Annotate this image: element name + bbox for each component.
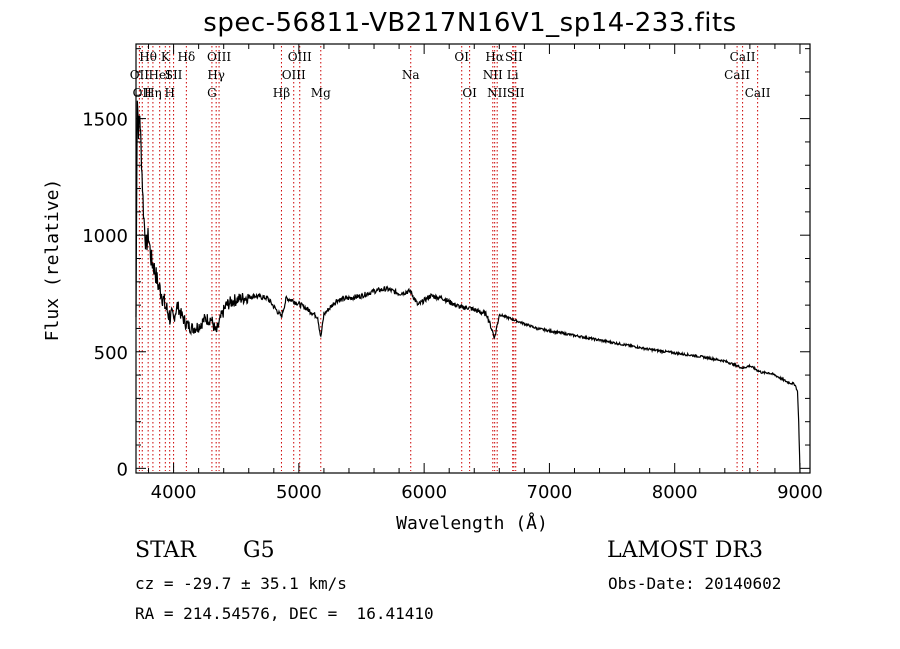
line-marker-label: Li [507,68,519,82]
line-marker-label: Mg [311,86,331,100]
observation-date: Obs-Date: 20140602 [608,574,782,593]
line-marker-label: OI [462,86,477,100]
x-axis-ticks: 4000 5000 6000 7000 8000 9000 [148,44,823,503]
spectrum-line [135,100,801,474]
line-marker-labels: OII OII Hθ Hη HeI K H SII Hδ G Hγ OIII Hβ OIII OIII Mg N… [130,50,771,100]
line-marker-label: Na [402,68,420,82]
line-marker-label: OI [454,50,469,64]
line-marker-label: OII [130,68,150,82]
line-marker-label: Hθ [139,50,157,64]
y-tick-label: 500 [94,343,128,364]
line-marker-label: Hη [144,86,162,100]
line-marker-label: Hβ [273,86,290,100]
redshift-velocity: cz = -29.7 ± 35.1 km/s [135,574,347,593]
x-tick-label: 9000 [777,482,823,503]
sky-coordinates: RA = 214.54576, DEC = 16.41410 [135,604,434,623]
x-axis-label: Wavelength (Å) [396,512,548,534]
survey-name: LAMOST DR3 [607,538,763,563]
line-marker-label: OIII [207,50,231,64]
x-tick-label: 7000 [527,482,573,503]
line-marker-label: SII [507,86,525,100]
line-marker-label: G [207,86,217,100]
line-marker-label: H [164,86,174,100]
line-marker-label: Hα [485,50,504,64]
line-marker-label: SII [165,68,183,82]
x-tick-label: 6000 [401,482,447,503]
line-markers [138,46,759,471]
y-axis-label: Flux (relative) [42,179,63,342]
line-marker-label: OII [133,86,153,100]
object-class: STAR [135,538,196,563]
line-marker-label: K [161,50,171,64]
line-marker-label: CaII [745,86,771,100]
chart-title: spec-56811-VB217N16V1_sp14-233.fits [203,8,737,38]
object-subclass: G5 [243,538,275,563]
line-marker-label: CaII [724,68,750,82]
line-marker-label: Hδ [178,50,196,64]
x-tick-label: 5000 [276,482,322,503]
line-marker-label: NII [487,86,507,100]
line-marker-label: CaII [730,50,756,64]
y-tick-label: 1000 [82,226,128,247]
line-marker-label: HeI [149,68,172,82]
plot-frame [135,43,811,474]
y-tick-label: 1500 [82,110,128,131]
line-marker-label: Hγ [207,68,225,82]
x-tick-label: 4000 [151,482,197,503]
y-axis-ticks: 0 500 1000 1500 [82,48,810,480]
line-marker-label: SII [505,50,523,64]
x-tick-label: 8000 [652,482,698,503]
line-marker-label: OIII [282,68,306,82]
y-tick-label: 0 [117,459,128,480]
line-marker-label: OIII [288,50,312,64]
line-marker-label: NII [483,68,503,82]
